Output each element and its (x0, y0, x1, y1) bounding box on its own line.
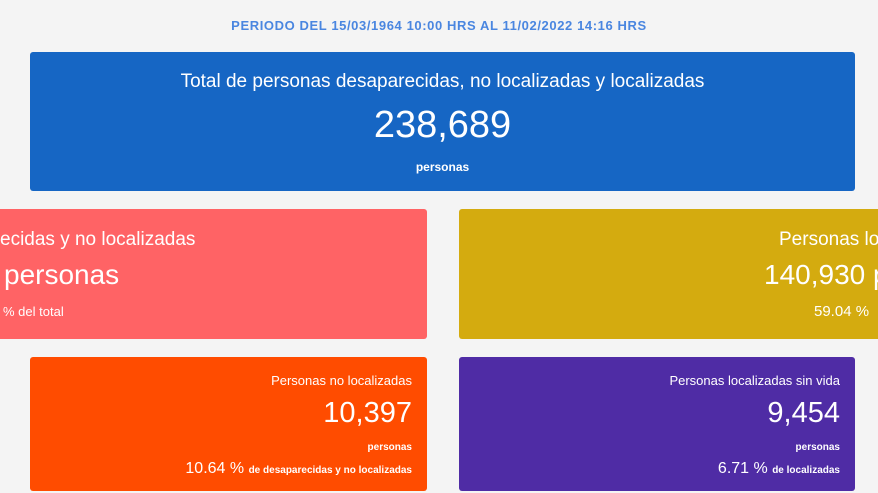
no-localizadas-pct-line: 10.64 % de desaparecidas y no localizada… (185, 460, 412, 478)
no-localizadas-unit: personas (367, 442, 412, 453)
sin-vida-unit: personas (795, 442, 840, 453)
localizadas-card: Personas lo 140,930 p 59.04 % (459, 209, 878, 339)
sin-vida-pct: 6.71 % (717, 460, 768, 477)
desaparecidas-title: ecidas y no localizadas (0, 229, 196, 250)
no-localizadas-pct: 10.64 % (185, 460, 245, 477)
desaparecidas-value: personas (4, 259, 120, 290)
sin-vida-value: 9,454 (767, 397, 840, 429)
localizadas-pct: 59.04 % (814, 303, 870, 320)
sin-vida-pct-line: 6.71 % de localizadas (718, 460, 840, 478)
no-localizadas-pct-label: de desaparecidas y no localizadas (248, 465, 412, 476)
desaparecidas-card: ecidas y no localizadas personas % del t… (0, 209, 427, 339)
localizadas-title: Personas lo (779, 229, 878, 250)
localizadas-value: 140,930 p (764, 259, 878, 290)
sin-vida-card: Personas localizadas sin vida 9,454 pers… (459, 357, 855, 491)
sin-vida-title: Personas localizadas sin vida (669, 373, 840, 388)
total-card: Total de personas desaparecidas, no loca… (30, 52, 855, 191)
total-title: Total de personas desaparecidas, no loca… (180, 71, 705, 92)
no-localizadas-title: Personas no localizadas (271, 373, 412, 388)
total-unit: personas (415, 160, 470, 174)
desaparecidas-pct: % del total (3, 304, 64, 319)
no-localizadas-value: 10,397 (323, 397, 412, 429)
no-localizadas-card: Personas no localizadas 10,397 personas … (30, 357, 427, 491)
period-label: PERIODO DEL 15/03/1964 10:00 HRS AL 11/0… (231, 18, 647, 33)
total-value: 238,689 (373, 104, 512, 146)
sin-vida-pct-label: de localizadas (772, 465, 840, 476)
